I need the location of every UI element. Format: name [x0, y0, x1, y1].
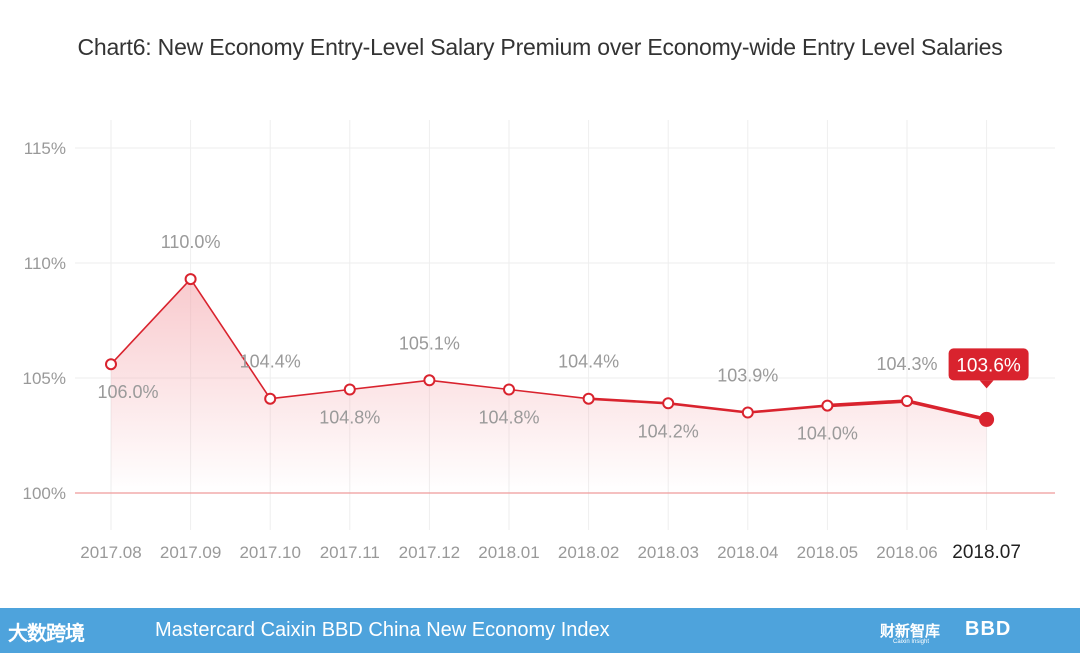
x-tick-label: 2017.10 [239, 543, 300, 562]
x-tick-label: 2018.01 [478, 543, 539, 562]
line-segment [587, 397, 670, 405]
y-tick-label: 110% [24, 254, 66, 273]
x-tick-label: 2018.02 [558, 543, 619, 562]
data-label: 106.0% [97, 382, 158, 402]
x-tick-label: 2017.08 [80, 543, 141, 562]
data-point [741, 406, 754, 419]
area-fill [111, 279, 987, 493]
line-segment [428, 379, 510, 391]
dashuju-logo: 大数跨境 [8, 623, 85, 645]
data-label: 104.3% [876, 354, 937, 374]
bbd-logo: BBD [965, 618, 1012, 640]
data-point [343, 383, 356, 396]
line-segment [348, 379, 431, 391]
data-label: 104.4% [240, 352, 301, 372]
data-label: 103.9% [717, 366, 778, 386]
data-point [582, 392, 595, 405]
data-point [503, 383, 515, 396]
axis-labels: 100% 105% 110% 115% 2017.08 2017.09 2017.10 201… [23, 139, 1021, 563]
data-point [105, 358, 117, 371]
line-segment [825, 399, 909, 408]
x-tick-label: 2018.05 [797, 543, 858, 562]
x-tick-label: 2018.07 [952, 542, 1021, 563]
data-points [105, 273, 995, 427]
x-tick-label: 2017.11 [320, 543, 380, 562]
data-point [423, 374, 436, 387]
line-chart: 106.0% 110.0% 104.4% 104.8% 105.1% 104.8% 104.… [23, 120, 1055, 563]
footer-bar: 大数跨境 Mastercard Caixin BBD China New Eco… [0, 608, 1080, 653]
chart-title: Chart6: New Economy Entry-Level Salary P… [77, 34, 1003, 60]
data-label: 103.6% [956, 355, 1021, 376]
data-label: 104.4% [558, 352, 619, 372]
caixin-logo-subtitle: Caixin Insight [893, 639, 930, 645]
caixin-logo: 财新智库 [880, 623, 941, 640]
x-tick-label: 2017.09 [160, 543, 221, 562]
line-segment [269, 388, 351, 400]
data-label: 104.8% [319, 408, 380, 428]
line-segment [110, 278, 192, 366]
line-segment [508, 388, 590, 400]
y-tick-label: 105% [23, 369, 66, 388]
data-point [821, 399, 834, 412]
callout-box [948, 348, 1029, 381]
line-segment [905, 399, 989, 422]
line-segment [666, 401, 750, 414]
data-labels: 106.0% 110.0% 104.4% 104.8% 105.1% 104.8% 104.… [97, 232, 1029, 444]
area-path [111, 279, 987, 493]
source-text: Mastercard Caixin BBD China New Economy … [155, 619, 610, 641]
x-tick-label: 2018.04 [717, 543, 778, 562]
data-label: 104.0% [797, 424, 858, 444]
x-tick-label: 2018.06 [876, 543, 937, 562]
y-tick-label: 100% [23, 484, 66, 503]
x-tick-label: 2018.03 [637, 543, 698, 562]
callout-pointer [979, 380, 994, 389]
data-label: 104.8% [478, 408, 539, 428]
data-point [264, 392, 277, 405]
series-line [110, 278, 989, 422]
data-point [901, 395, 913, 407]
x-tick-label: 2017.12 [399, 543, 460, 562]
line-segment [189, 278, 272, 400]
data-label: 105.1% [399, 333, 460, 353]
data-label: 110.0% [161, 232, 221, 252]
y-tick-label: 115% [24, 139, 66, 158]
data-point [184, 273, 197, 286]
line-segment [746, 404, 829, 414]
highlight-point [979, 411, 995, 427]
data-point [662, 397, 675, 410]
data-label: 104.2% [638, 421, 699, 441]
